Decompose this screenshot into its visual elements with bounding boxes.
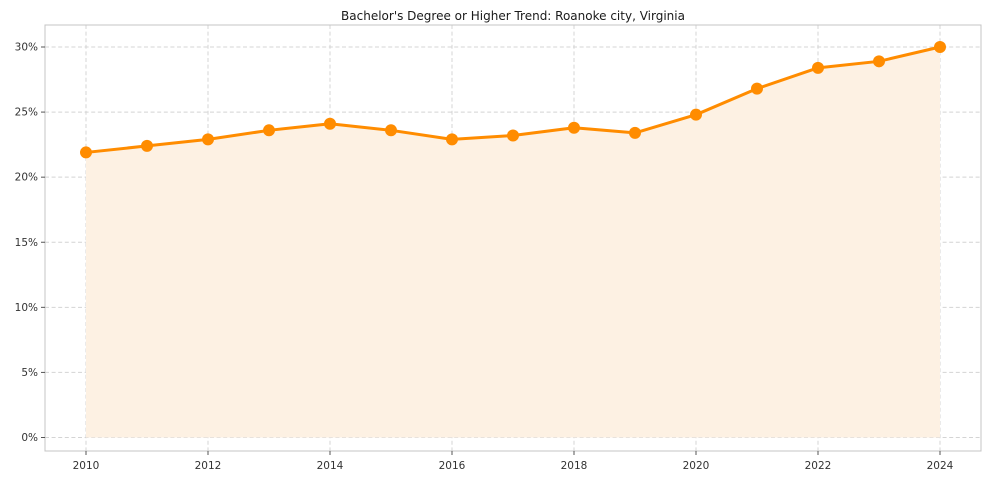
y-tick-label: 15%: [15, 237, 38, 249]
data-point: [568, 121, 580, 134]
data-point: [629, 126, 641, 139]
data-point: [446, 133, 458, 146]
data-point: [385, 124, 397, 137]
data-point: [202, 133, 214, 146]
data-point: [934, 41, 946, 53]
data-point: [812, 61, 824, 74]
data-point: [751, 82, 763, 95]
data-point: [80, 146, 92, 159]
y-tick-label: 5%: [21, 367, 38, 379]
data-point: [873, 55, 885, 68]
data-point: [690, 108, 702, 121]
x-tick-label: 2024: [927, 460, 954, 472]
x-tick-label: 2014: [317, 460, 344, 472]
x-tick-label: 2020: [683, 460, 710, 472]
y-tick-label: 0%: [21, 432, 38, 444]
x-tick-label: 2016: [439, 460, 466, 472]
data-point: [507, 129, 519, 142]
axis-ticks: [41, 46, 941, 455]
x-tick-label: 2012: [195, 460, 222, 472]
plot-border: [44, 24, 982, 452]
data-point: [263, 124, 275, 137]
data-point-markers: [80, 41, 946, 159]
y-tick-label: 25%: [15, 107, 38, 119]
x-tick-label: 2022: [805, 460, 832, 472]
y-tick-label: 30%: [15, 42, 38, 54]
data-point: [324, 117, 336, 130]
data-point: [141, 139, 153, 152]
x-tick-label: 2010: [73, 460, 100, 472]
tick-labels: 2010 2012 2014 2016 2018 2020 2022 2024 0% 5% 10% 1…: [15, 42, 954, 473]
x-tick-label: 2018: [561, 460, 588, 472]
chart-title: Bachelor's Degree or Higher Trend: Roano…: [341, 9, 685, 23]
y-tick-label: 10%: [15, 302, 38, 314]
y-tick-label: 20%: [15, 172, 38, 184]
area-fill: [86, 47, 940, 438]
